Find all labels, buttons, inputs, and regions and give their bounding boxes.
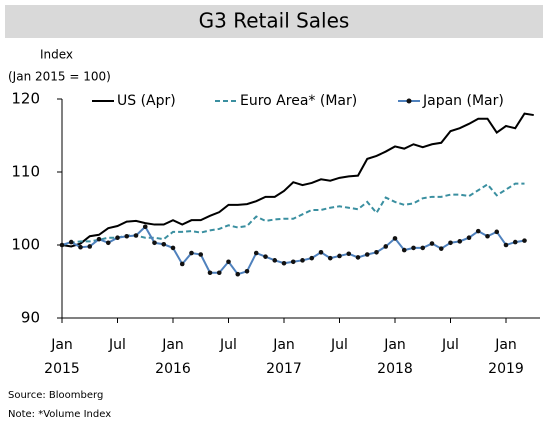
point-marker	[272, 258, 278, 263]
point-marker	[429, 241, 435, 246]
point-marker	[522, 238, 527, 243]
y-tick-label: 90	[21, 309, 40, 327]
title-banner	[5, 5, 543, 38]
point-marker	[401, 247, 407, 253]
x-tick-label: Jul	[441, 337, 459, 353]
series-line	[61, 182, 525, 246]
point-marker	[411, 245, 416, 251]
point-marker	[438, 246, 444, 251]
point-marker	[494, 229, 500, 235]
point-marker	[512, 239, 518, 245]
point-marker	[105, 240, 111, 246]
point-marker	[364, 252, 370, 257]
point-marker	[189, 250, 194, 256]
source-note: Source: Bloomberg	[8, 390, 103, 401]
point-marker	[216, 270, 222, 276]
series-line	[61, 112, 534, 248]
point-marker	[244, 268, 250, 274]
point-marker	[420, 245, 426, 251]
point-marker	[152, 240, 157, 246]
point-marker	[318, 250, 324, 255]
x-tick-label: Jan	[272, 337, 295, 353]
point-marker	[374, 250, 379, 255]
point-marker	[290, 259, 296, 265]
x-year-label: 2016	[155, 361, 191, 377]
series-line	[61, 225, 525, 276]
point-marker	[253, 250, 259, 256]
point-marker	[235, 271, 241, 277]
point-marker	[68, 239, 74, 245]
point-marker	[161, 241, 167, 247]
y-tick-label: 100	[11, 236, 40, 254]
point-marker	[337, 253, 342, 259]
point-marker	[124, 233, 130, 239]
point-marker	[448, 240, 453, 246]
y-axis-sublabel: (Jan 2015 = 100)	[8, 70, 111, 84]
point-marker	[457, 239, 463, 244]
x-tick-label: Jan	[383, 337, 406, 353]
point-marker	[466, 235, 472, 240]
point-marker	[96, 236, 102, 242]
point-marker	[355, 255, 361, 260]
point-marker	[485, 233, 490, 239]
point-marker	[59, 242, 65, 248]
y-tick-label: 110	[11, 163, 40, 181]
x-tick-label: Jan	[494, 337, 517, 353]
point-marker	[263, 254, 268, 259]
point-marker	[87, 244, 93, 249]
legend-marker	[406, 98, 412, 104]
point-marker	[503, 242, 509, 248]
point-marker	[392, 236, 398, 241]
point-marker	[142, 224, 148, 230]
point-marker	[300, 258, 305, 263]
x-year-label: 2019	[488, 361, 524, 377]
point-marker	[179, 261, 185, 267]
point-marker	[170, 245, 176, 251]
point-marker	[198, 252, 204, 257]
x-tick-label: Jan	[161, 337, 184, 353]
point-marker	[383, 244, 389, 249]
legend-label: US (Apr)	[117, 93, 176, 109]
y-axis-label: Index	[40, 48, 73, 62]
x-year-label: 2017	[266, 361, 302, 377]
point-marker	[226, 259, 231, 265]
x-tick-label: Jul	[219, 337, 237, 353]
point-marker	[207, 270, 213, 276]
legend-label: Japan (Mar)	[422, 93, 504, 109]
x-year-label: 2018	[377, 361, 413, 377]
point-marker	[115, 235, 120, 240]
point-marker	[327, 255, 333, 261]
point-marker	[309, 255, 315, 261]
point-marker	[346, 251, 352, 257]
footnote: Note: *Volume Index	[8, 409, 111, 420]
x-tick-label: Jul	[108, 337, 126, 353]
point-marker	[475, 228, 481, 234]
x-tick-label: Jul	[330, 337, 348, 353]
x-year-label: 2015	[44, 361, 80, 377]
point-marker	[133, 233, 139, 238]
chart-title: G3 Retail Sales	[199, 9, 350, 33]
legend-label: Euro Area* (Mar)	[240, 93, 357, 109]
x-tick-label: Jan	[50, 337, 73, 353]
point-marker	[281, 260, 287, 266]
y-tick-label: 120	[11, 90, 40, 108]
point-marker	[78, 244, 83, 250]
